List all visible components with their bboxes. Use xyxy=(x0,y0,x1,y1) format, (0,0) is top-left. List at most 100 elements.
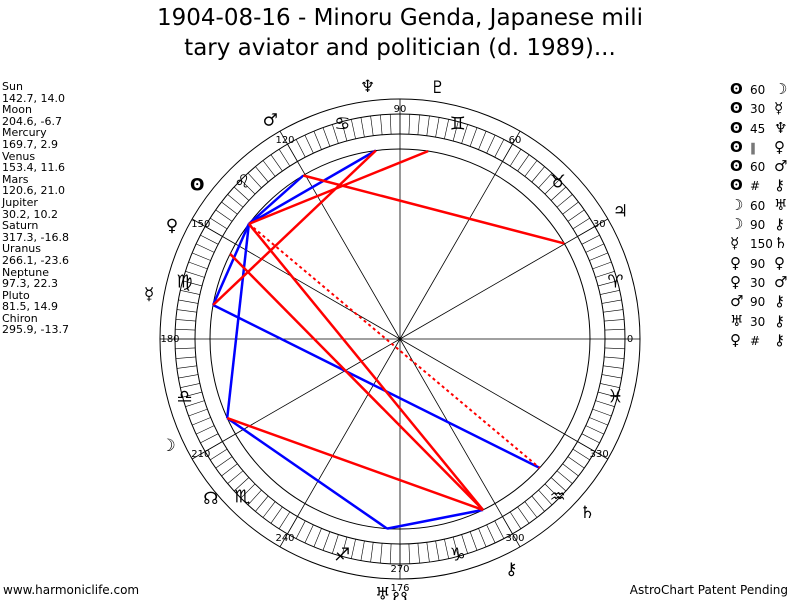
ring-tick xyxy=(600,383,620,388)
ring-tick xyxy=(278,149,291,167)
leo-icon: ♌ xyxy=(234,171,250,192)
sun-icon: ʘ xyxy=(730,80,743,98)
ring-tick xyxy=(182,280,203,287)
ring-tick xyxy=(585,425,605,435)
ring-tick xyxy=(601,299,622,304)
pluto-icon: ♇ xyxy=(430,78,445,98)
ring-tick xyxy=(478,130,487,150)
degree-label: 30 xyxy=(593,219,606,230)
ring-tick xyxy=(435,540,440,561)
ring-tick xyxy=(240,483,256,499)
ring-tick xyxy=(191,417,211,426)
sign-spoke xyxy=(399,338,521,548)
aspect-line-sun-neptune xyxy=(248,149,377,225)
ring-tick xyxy=(313,130,322,150)
sun-icon: ʘ xyxy=(730,99,743,118)
aspect-angle: 90 xyxy=(750,218,766,233)
chart-title-line-2: tary aviator and politician (d. 1989)... xyxy=(184,35,616,61)
neptune-icon: ♆ xyxy=(360,77,375,97)
sun-icon: ʘ xyxy=(730,137,743,156)
aspect-angle: 30 xyxy=(750,275,766,290)
planet-name: Chiron xyxy=(2,311,38,325)
aspect-row: ♀ # ⚷ xyxy=(730,331,792,350)
sign-spoke xyxy=(191,338,401,460)
ring-tick xyxy=(351,539,356,559)
ring-tick xyxy=(562,463,579,477)
ring-tick xyxy=(597,391,618,398)
ring-tick xyxy=(389,543,392,564)
ring-tick xyxy=(556,194,573,208)
ring-tick xyxy=(567,456,585,469)
ring-tick xyxy=(278,511,291,529)
degree-label: 120 xyxy=(275,135,294,146)
degree-label: 300 xyxy=(505,533,524,544)
ring-tick xyxy=(332,534,339,554)
chiron-icon: ⚷ xyxy=(505,559,517,579)
aquarius-icon: ♒ xyxy=(550,487,566,508)
ring-tick xyxy=(589,417,609,426)
ring-tick xyxy=(341,536,348,557)
ring-tick xyxy=(452,536,459,557)
ring-tick xyxy=(313,528,322,548)
ring-tick xyxy=(461,534,468,554)
ring-tick xyxy=(200,234,219,245)
ring-tick xyxy=(178,299,199,304)
ring-tick xyxy=(597,280,618,287)
ring-tick xyxy=(604,347,625,350)
aspect-angle: 90 xyxy=(750,256,766,271)
degree-label: 270 xyxy=(390,564,409,575)
aspect-angle: 30 xyxy=(750,102,766,117)
ring-tick xyxy=(572,217,590,230)
degree-label: 150 xyxy=(191,219,210,230)
venus-icon: ♀ xyxy=(774,137,785,156)
degree-label: 180 xyxy=(160,334,179,345)
ring-tick xyxy=(469,127,478,147)
south-node-icon: ☋ xyxy=(392,589,407,600)
sign-spoke xyxy=(399,218,609,340)
ring-tick xyxy=(544,179,560,195)
planet-coords: 204.6, -6.7 xyxy=(2,114,62,128)
ring-tick xyxy=(550,477,567,492)
ring-tick xyxy=(295,139,306,158)
aspect-line-mars-jupiter xyxy=(302,174,565,245)
ring-tick xyxy=(595,400,615,407)
ring-tick xyxy=(452,121,459,142)
ring-tick xyxy=(550,186,567,201)
libra-icon: ♎ xyxy=(177,387,193,408)
ring-tick xyxy=(567,209,585,222)
planet-name: Mercury xyxy=(2,126,47,140)
ring-tick xyxy=(180,290,200,295)
mars-icon: ♂ xyxy=(774,157,788,176)
planet-coords: 97.3, 22.3 xyxy=(2,277,58,291)
planet-coords: 317.3, -16.8 xyxy=(2,230,69,244)
chiron-icon: ⚷ xyxy=(774,330,785,349)
aspect-angle: 90 xyxy=(750,295,766,310)
site-credit: www.harmoniclife.com xyxy=(3,583,140,597)
aspect-line-pluto-sun xyxy=(248,149,429,226)
jupiter-icon: ♃ xyxy=(613,202,628,222)
aspect-line-uranus-chiron xyxy=(386,508,484,530)
degree-label: 60 xyxy=(509,135,522,146)
ring-tick xyxy=(370,115,374,136)
patent-notice: AstroChart Patent Pending xyxy=(629,583,788,597)
ring-tick xyxy=(417,543,420,564)
moon-icon: ☽ xyxy=(730,215,744,234)
planet-positions-list: Sun 142.7, 14.0 Moon 204.6, -6.7 Mercury 169.… xyxy=(2,81,69,336)
ring-tick xyxy=(538,489,553,506)
ring-tick xyxy=(556,470,573,484)
ring-tick xyxy=(182,391,203,398)
aspect-angle: 150 xyxy=(750,237,773,252)
aspect-row: ☽ 60 ♅ xyxy=(730,196,792,215)
aspect-line-neptune-mercury xyxy=(212,149,377,306)
aspect-line-venus-chiron xyxy=(229,253,484,511)
aspect-line-moon-chiron xyxy=(226,416,484,512)
ring-tick xyxy=(603,309,624,313)
uranus-icon: ♅ xyxy=(375,584,390,600)
aspect-row: ♅ 30 ⚷ xyxy=(730,312,792,331)
aspect-angle: 30 xyxy=(750,314,766,329)
ring-tick xyxy=(389,114,392,135)
aspect-angle: 45 xyxy=(750,121,766,136)
planet-name: Venus xyxy=(2,149,36,163)
planet-coords: 295.9, -13.7 xyxy=(2,323,69,337)
saturn-icon: ♄ xyxy=(774,234,788,253)
